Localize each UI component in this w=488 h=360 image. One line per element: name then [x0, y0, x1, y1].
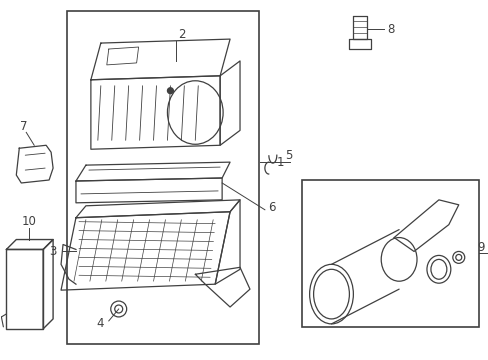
Ellipse shape [167, 88, 173, 94]
Text: 7: 7 [20, 120, 27, 133]
Text: 4: 4 [96, 318, 103, 330]
Text: 6: 6 [267, 201, 275, 214]
Bar [301, 180, 478, 327]
Text: 8: 8 [386, 23, 394, 36]
Text: 1: 1 [276, 156, 284, 168]
Text: 3: 3 [49, 245, 56, 258]
Text: 9: 9 [476, 241, 484, 254]
Text: 5: 5 [284, 149, 291, 162]
Text: 10: 10 [22, 215, 37, 228]
Text: 2: 2 [178, 28, 185, 41]
Bar [67, 11, 258, 344]
